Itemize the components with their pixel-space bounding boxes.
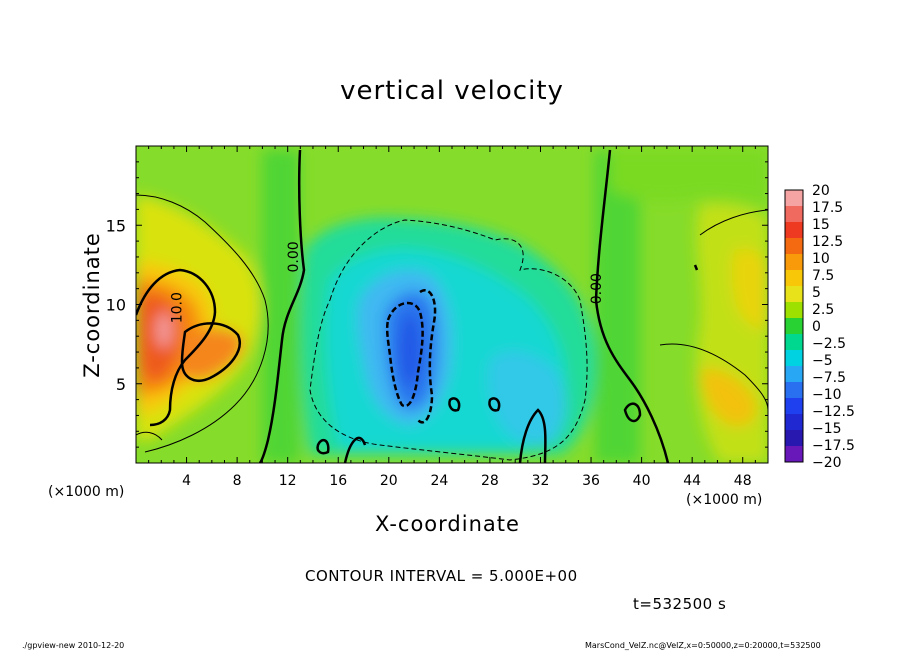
x-tick-label: 32: [532, 473, 550, 489]
colorbar-label: −5: [812, 353, 833, 369]
colorbar-swatch: [785, 286, 803, 303]
colorbar-label: −20: [812, 455, 842, 471]
footer-command: ./gpview-new 2010-12-20: [22, 641, 125, 650]
colorbar-swatch: [785, 446, 803, 463]
x-tick-label: 8: [233, 473, 242, 489]
colorbar-frame: [784, 189, 804, 463]
colorbar-swatch: [785, 238, 803, 255]
colorbar-label: 20: [812, 183, 830, 199]
y-tick-label: 5: [116, 375, 126, 394]
colorbar-label: −12.5: [812, 404, 855, 420]
y-axis-ticks: 5 10 15: [106, 161, 768, 448]
colorbar-swatch: [785, 414, 803, 431]
x-tick-label: 16: [329, 473, 347, 489]
x-tick-label: 12: [279, 473, 297, 489]
colorbar-label: −10: [812, 387, 842, 403]
x-tick-label: 28: [481, 473, 499, 489]
colorbar-label: −7.5: [812, 370, 846, 386]
y-tick-label: 10: [106, 296, 126, 315]
colorbar-swatch: [785, 206, 803, 223]
colorbar-label: 17.5: [812, 200, 843, 216]
x-axis-ticks: 4 8 12 16 20 24 28 32 36 40 44 48: [148, 146, 756, 489]
x-unit-label-left: (×1000 m): [48, 484, 125, 500]
colorbar-label: 5: [812, 285, 821, 301]
x-tick-label: 4: [182, 473, 191, 489]
y-axis-label: Z-coordinate: [80, 232, 104, 378]
colorbar-swatch: [785, 254, 803, 271]
x-tick-label: 24: [430, 473, 448, 489]
colorbar-label: −17.5: [812, 438, 855, 454]
colorbar-swatch: [785, 398, 803, 415]
colorbar-label: 0: [812, 319, 821, 335]
colorbar-swatch: [785, 318, 803, 335]
x-tick-label: 36: [582, 473, 600, 489]
velocity-field: [136, 146, 768, 463]
colorbar: 2017.51512.5107.552.50−2.5−5−7.5−10−12.5…: [784, 183, 855, 471]
contour-label: 0.00: [286, 241, 302, 272]
x-tick-label: 48: [734, 473, 752, 489]
colorbar-label: 7.5: [812, 268, 834, 284]
colorbar-swatch: [785, 190, 803, 207]
x-tick-label: 20: [380, 473, 398, 489]
colorbar-label: −15: [812, 421, 842, 437]
colorbar-swatch: [785, 334, 803, 351]
colorbar-swatch: [785, 270, 803, 287]
colorbar-swatch: [785, 302, 803, 319]
colorbar-label: 12.5: [812, 234, 843, 250]
colorbar-label: 10: [812, 251, 830, 267]
x-axis-label: X-coordinate: [375, 512, 520, 536]
x-tick-label: 44: [683, 473, 701, 489]
x-tick-label: 40: [633, 473, 651, 489]
colorbar-swatch: [785, 366, 803, 383]
time-label: t=532500 s: [633, 595, 727, 613]
contour-interval-note: CONTOUR INTERVAL = 5.000E+00: [305, 567, 578, 585]
contour-label: 0.00: [589, 273, 605, 304]
contour-label: 10.0: [170, 292, 186, 323]
footer-file-info: MarsCond_VelZ.nc@VelZ,x=0:50000,z=0:2000…: [585, 641, 821, 650]
x-unit-label-right: (×1000 m): [686, 492, 763, 508]
colorbar-swatch: [785, 222, 803, 239]
contour-labels: 10.0 0.00 0.00: [170, 241, 606, 323]
colorbar-swatch: [785, 382, 803, 399]
colorbar-label: 15: [812, 217, 830, 233]
colorbar-label: 2.5: [812, 302, 834, 318]
colorbar-swatch: [785, 350, 803, 367]
colorbar-swatch: [785, 430, 803, 447]
chart-title: vertical velocity: [340, 76, 564, 106]
y-tick-label: 15: [106, 216, 126, 235]
colorbar-label: −2.5: [812, 336, 846, 352]
